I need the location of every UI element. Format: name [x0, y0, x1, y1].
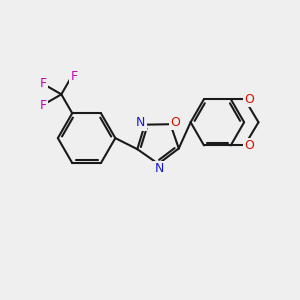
Text: F: F [39, 99, 46, 112]
Text: F: F [39, 77, 46, 90]
Text: O: O [244, 139, 254, 152]
Text: N: N [136, 116, 146, 129]
Text: O: O [244, 93, 254, 106]
Text: N: N [154, 162, 164, 175]
Text: F: F [70, 70, 78, 83]
Text: O: O [170, 116, 180, 129]
